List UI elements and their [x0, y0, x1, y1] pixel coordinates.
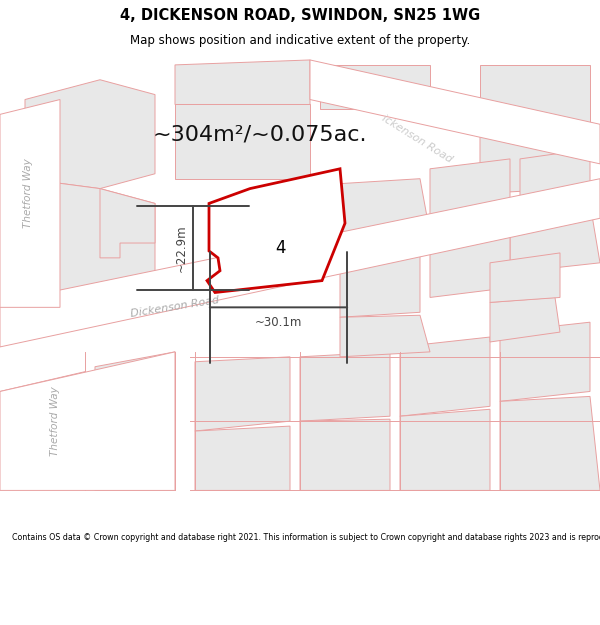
Polygon shape — [490, 253, 560, 302]
Text: Map shows position and indicative extent of the property.: Map shows position and indicative extent… — [130, 34, 470, 48]
Polygon shape — [500, 322, 590, 401]
Polygon shape — [400, 337, 490, 416]
Polygon shape — [25, 80, 155, 189]
Polygon shape — [25, 179, 155, 298]
Polygon shape — [175, 104, 310, 179]
Polygon shape — [300, 419, 390, 491]
Polygon shape — [195, 426, 290, 491]
Polygon shape — [300, 352, 390, 421]
Polygon shape — [490, 298, 560, 342]
Polygon shape — [195, 357, 290, 431]
Polygon shape — [100, 189, 155, 258]
Polygon shape — [340, 315, 430, 357]
Polygon shape — [95, 352, 175, 436]
Polygon shape — [510, 204, 600, 272]
Polygon shape — [500, 396, 600, 491]
Polygon shape — [175, 60, 310, 104]
Polygon shape — [480, 134, 570, 194]
Text: ickenson Road: ickenson Road — [380, 113, 454, 165]
Polygon shape — [0, 99, 60, 308]
Text: ~304m²/~0.075ac.: ~304m²/~0.075ac. — [153, 124, 367, 144]
Text: Thetford Way: Thetford Way — [50, 386, 60, 456]
Polygon shape — [340, 179, 430, 243]
Text: 4, DICKENSON ROAD, SWINDON, SN25 1WG: 4, DICKENSON ROAD, SWINDON, SN25 1WG — [120, 8, 480, 23]
Polygon shape — [310, 60, 600, 164]
Text: ~22.9m: ~22.9m — [175, 224, 187, 272]
Polygon shape — [207, 169, 345, 292]
Polygon shape — [0, 372, 85, 476]
Polygon shape — [0, 179, 600, 347]
Polygon shape — [430, 159, 510, 223]
Polygon shape — [95, 431, 175, 491]
Polygon shape — [400, 409, 490, 491]
Polygon shape — [340, 253, 420, 318]
Polygon shape — [430, 233, 510, 298]
Text: Thetford Way: Thetford Way — [23, 159, 33, 228]
Polygon shape — [320, 65, 430, 109]
Text: Contains OS data © Crown copyright and database right 2021. This information is : Contains OS data © Crown copyright and d… — [12, 533, 600, 542]
Text: 4: 4 — [275, 239, 285, 257]
Polygon shape — [520, 149, 590, 208]
Polygon shape — [480, 65, 590, 124]
Text: Dickenson Road: Dickenson Road — [130, 296, 220, 319]
Text: ~30.1m: ~30.1m — [255, 316, 302, 329]
Polygon shape — [0, 352, 175, 491]
